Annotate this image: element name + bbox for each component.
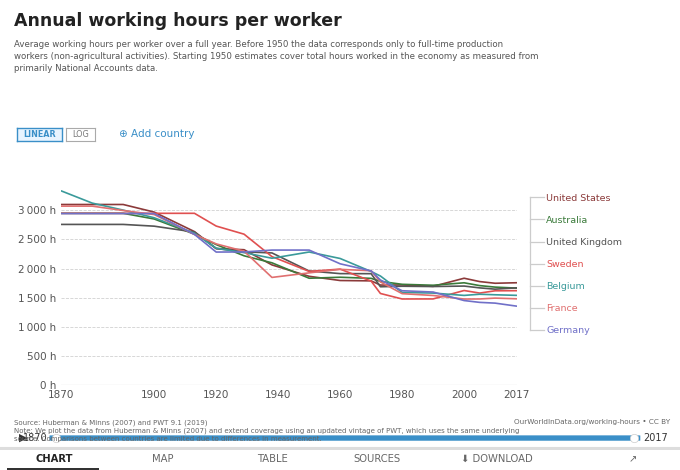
Bar <box>7 468 99 470</box>
Text: United Kingdom: United Kingdom <box>546 238 622 247</box>
Text: in Data: in Data <box>601 41 642 51</box>
Text: Our World: Our World <box>593 24 650 33</box>
Text: Australia: Australia <box>546 216 588 225</box>
Bar <box>0 447 680 450</box>
FancyBboxPatch shape <box>50 435 641 441</box>
Text: ⬇ DOWNLOAD: ⬇ DOWNLOAD <box>460 454 532 464</box>
Text: Annual working hours per worker: Annual working hours per worker <box>14 12 341 30</box>
Text: LINEAR: LINEAR <box>23 130 56 139</box>
Text: Sweden: Sweden <box>546 260 583 269</box>
Text: ⊕ Add country: ⊕ Add country <box>119 129 194 140</box>
Text: CHART: CHART <box>35 454 73 464</box>
Text: 1870: 1870 <box>23 433 48 443</box>
Text: Average working hours per worker over a full year. Before 1950 the data correspo: Average working hours per worker over a … <box>14 40 538 73</box>
Text: 2017: 2017 <box>643 433 668 443</box>
Text: Source: Huberman & Minns (2007) and PWT 9.1 (2019)
Note: We plot the data from H: Source: Huberman & Minns (2007) and PWT … <box>14 419 519 442</box>
Text: Belgium: Belgium <box>546 282 585 291</box>
Text: United States: United States <box>546 194 611 203</box>
Text: MAP: MAP <box>152 454 174 464</box>
Text: Germany: Germany <box>546 326 590 336</box>
Text: OurWorldInData.org/working-hours • CC BY: OurWorldInData.org/working-hours • CC BY <box>513 419 670 425</box>
Text: LOG: LOG <box>72 130 88 139</box>
Text: ↗: ↗ <box>628 454 636 464</box>
Text: TABLE: TABLE <box>256 454 288 464</box>
Text: France: France <box>546 304 578 313</box>
Text: ▶: ▶ <box>19 433 28 443</box>
Text: SOURCES: SOURCES <box>354 454 401 464</box>
